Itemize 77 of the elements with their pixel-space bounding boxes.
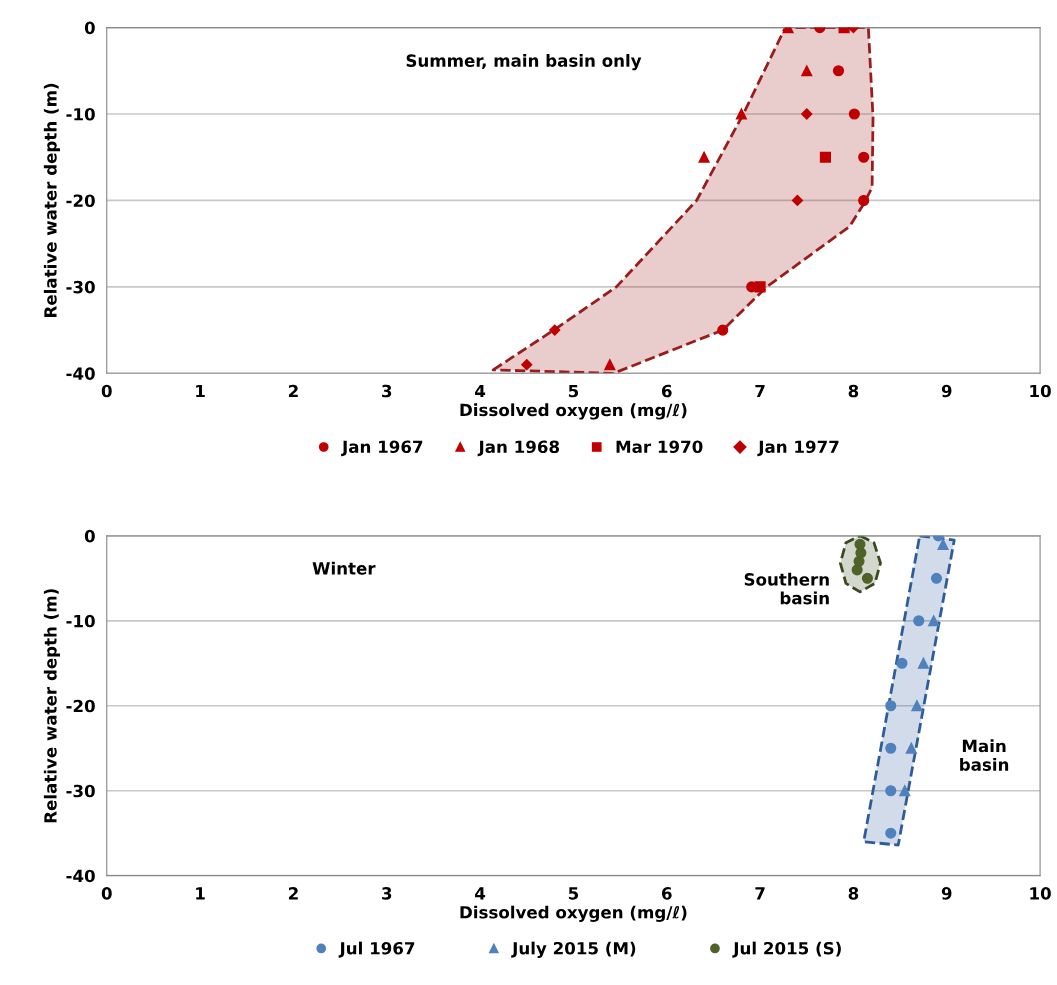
x-tick-label: 5 (568, 887, 579, 900)
y-axis-title: Relative water depth (m) (43, 83, 60, 317)
point (911, 700, 923, 712)
x-tick-label: 7 (755, 887, 765, 900)
legend-label: Jan 1977 (757, 440, 839, 457)
x-tick-label: 2 (288, 384, 298, 398)
point (717, 324, 729, 336)
legend-label: Jul 1967 (338, 941, 415, 958)
annotation: Southern basin (744, 572, 829, 605)
point (801, 65, 813, 77)
legend-label: Jan 1968 (477, 440, 560, 457)
x-tick-label: 1 (196, 887, 205, 900)
y-tick-label: -40 (66, 367, 95, 380)
point (899, 785, 911, 797)
point (819, 151, 831, 163)
point (848, 108, 860, 120)
y-tick-label: -10 (66, 107, 95, 121)
point (885, 827, 897, 839)
point (885, 700, 897, 712)
legend-label: Mar 1970 (616, 440, 703, 454)
x-tick-label: 9 (941, 384, 952, 398)
x-tick-label: 8 (848, 887, 859, 900)
legend-label: Jan 1967 (341, 440, 423, 457)
point (861, 572, 873, 584)
x-tick-label: 8 (848, 384, 859, 398)
y-tick-label: -40 (66, 869, 95, 883)
y-tick-label: 0 (84, 529, 95, 543)
x-axis-title: Dissolved oxygen (mg/ℓ) (460, 905, 687, 922)
x-tick-label: 10 (1030, 384, 1051, 398)
y-tick-label: -30 (66, 784, 95, 798)
annotation: Winter (312, 561, 376, 575)
y-axis-title: Relative water depth (m) (43, 589, 60, 823)
x-tick-label: 4 (475, 384, 486, 398)
x-tick-label: 9 (941, 887, 952, 900)
point (801, 108, 813, 120)
point (735, 108, 747, 120)
x-tick-label: 4 (475, 887, 486, 900)
point (832, 65, 845, 77)
point (885, 785, 897, 797)
x-tick-label: 3 (382, 384, 392, 398)
point (604, 359, 616, 371)
point (928, 615, 940, 627)
point (698, 151, 710, 163)
point (851, 564, 863, 576)
x-tick-label: 0 (101, 384, 112, 398)
x-tick-label: 6 (661, 384, 672, 398)
point (791, 194, 804, 207)
y-tick-label: 0 (84, 21, 95, 35)
point (905, 742, 917, 754)
y-tick-label: -20 (66, 194, 95, 208)
legend-label: Jul 2015 (S) (732, 941, 841, 958)
point (858, 151, 870, 163)
annotation: Main basin (960, 739, 1009, 771)
point (521, 359, 533, 371)
x-tick-label: 10 (1030, 887, 1051, 900)
point (913, 615, 925, 627)
point (917, 657, 929, 669)
legend-label: July 2015 (M) (511, 941, 636, 958)
point (937, 538, 949, 550)
x-tick-label: 5 (568, 384, 579, 398)
x-tick-label: 0 (101, 887, 112, 900)
y-tick-label: -30 (66, 280, 95, 294)
x-axis-title: Dissolved oxygen (mg/ℓ) (460, 403, 687, 420)
y-tick-label: -20 (66, 699, 95, 713)
point (754, 281, 766, 293)
x-tick-label: 6 (661, 887, 672, 900)
x-tick-label: 7 (755, 384, 765, 398)
x-tick-label: 2 (288, 887, 298, 900)
point (896, 657, 908, 669)
point (885, 742, 897, 754)
annotation: Summer, main basin only (406, 54, 642, 71)
point (930, 572, 943, 584)
point (549, 324, 561, 336)
point (858, 194, 870, 207)
y-tick-label: -10 (66, 614, 95, 628)
x-tick-label: 3 (382, 887, 392, 900)
x-tick-label: 1 (196, 384, 205, 398)
